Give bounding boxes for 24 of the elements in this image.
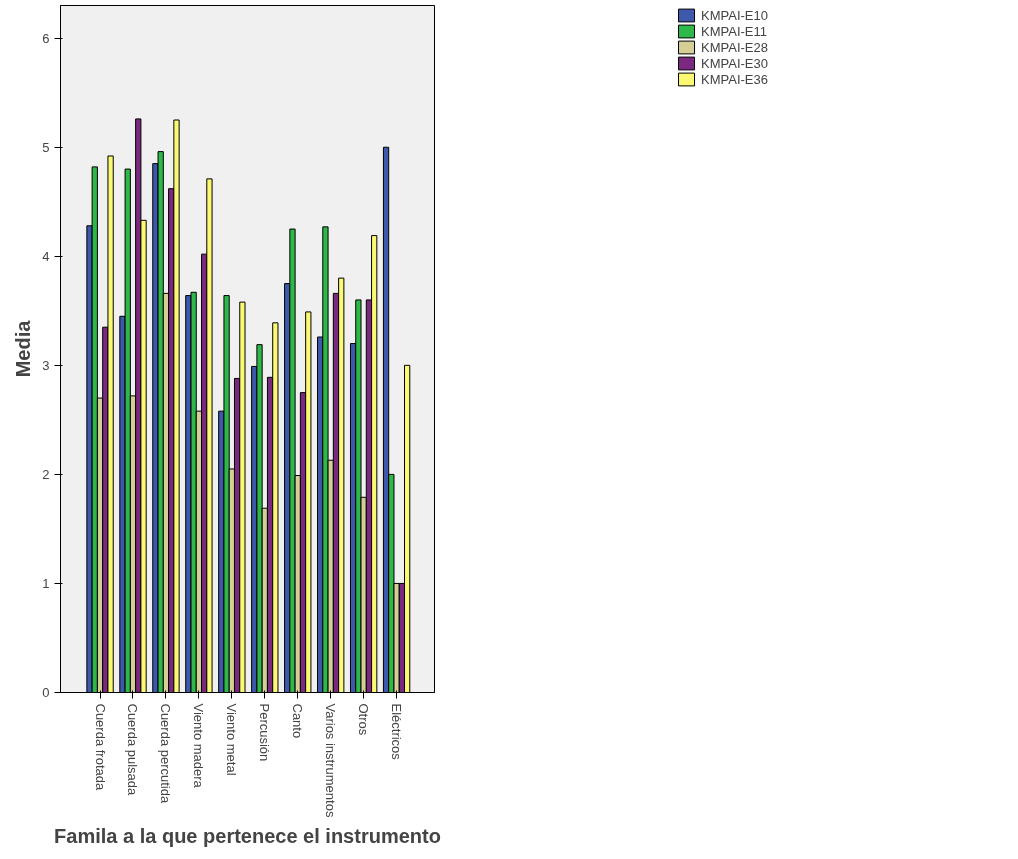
x-tick-label: Cuerda pulsada (125, 703, 141, 797)
x-tick-label: Cuerda percutida (158, 703, 174, 804)
x-tick-label: Eléctricos (389, 703, 405, 761)
legend-label: KMPAI-E36 (701, 71, 768, 87)
x-tick-label: Otros (356, 703, 372, 736)
x-tick-label: Viento metal (224, 703, 240, 776)
y-tick-label: 4 (42, 248, 50, 264)
x-axis-title: Famila a la que pertenece el instrumento (54, 825, 441, 848)
y-tick-label: 6 (42, 30, 50, 46)
x-tick-label: Viento madera (191, 703, 207, 789)
legend-label: KMPAI-E28 (701, 39, 768, 55)
legend-label: KMPAI-E11 (701, 23, 768, 39)
legend-label: KMPAI-E30 (701, 55, 768, 71)
y-tick-label: 0 (42, 685, 50, 700)
y-tick-label: 2 (42, 466, 50, 482)
y-tick-label: 3 (42, 357, 50, 373)
legend-label: KMPAI-E10 (701, 7, 768, 23)
x-tick-label: Cuerda frotada (92, 703, 108, 791)
x-tick-label: Percusión (257, 703, 273, 762)
y-tick-label: 5 (42, 139, 50, 155)
x-tick-label: Canto (290, 703, 306, 739)
y-axis-title: Media (12, 319, 35, 378)
y-tick-label: 1 (42, 575, 50, 591)
x-tick-label: Varios instrumentos (323, 703, 339, 818)
